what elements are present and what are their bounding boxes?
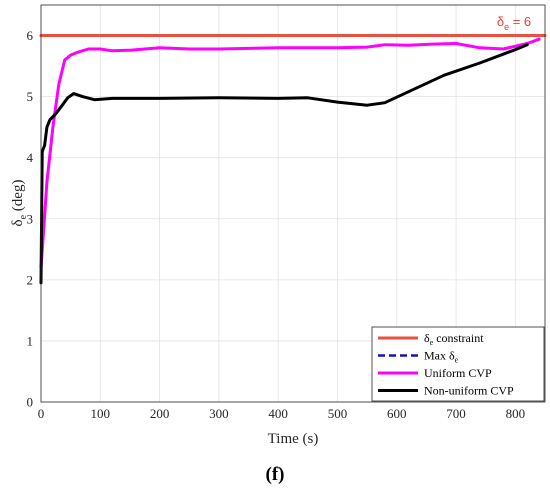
x-tick-label: 0	[38, 406, 45, 421]
legend-label-main: δ	[424, 331, 430, 345]
x-tick-label: 600	[387, 406, 407, 421]
y-tick-label: 2	[27, 272, 34, 287]
legend-label-main: Max δ	[424, 349, 455, 363]
annotation-subscript: e	[504, 22, 509, 32]
y-axis-label: δe (deg)	[10, 180, 29, 227]
x-tick-label: 200	[150, 406, 170, 421]
legend-label-main: Uniform CVP	[424, 366, 492, 380]
x-tick-label: 700	[446, 406, 466, 421]
legend-label-subscript: e	[455, 356, 459, 365]
series-line-2	[39, 37, 541, 270]
x-tick-label: 800	[506, 406, 526, 421]
legend-label-main: Non-uniform CVP	[424, 384, 514, 398]
series-layer	[39, 34, 547, 285]
grid-lines	[40, 5, 545, 403]
y-tick-label: 1	[27, 333, 34, 348]
legend-box	[371, 326, 545, 402]
x-tick-label: 400	[268, 406, 288, 421]
x-tick-label: 100	[91, 406, 111, 421]
y-tick-label: 0	[27, 395, 34, 410]
y-tick-label: 4	[27, 150, 34, 165]
legend-label-2: Uniform CVP	[424, 366, 492, 380]
y-axis-label-symbol: δ	[10, 219, 26, 226]
annotation: δe = 6	[497, 14, 531, 32]
tick-labels: 0 100 200 300 400 500 600 700 800 0 1 2 3 4 5 6	[27, 28, 526, 421]
plot-frame	[40, 4, 546, 403]
y-tick-label: 6	[27, 28, 34, 43]
legend-label-1: Max δe	[424, 349, 459, 365]
y-axis-label-subscript: e	[18, 214, 29, 219]
x-tick-label: 500	[328, 406, 348, 421]
x-tick-label: 300	[209, 406, 229, 421]
legend-label-subscript: e	[430, 338, 434, 347]
y-tick-label: 5	[27, 89, 34, 104]
legend-label-3: Non-uniform CVP	[424, 384, 514, 398]
legend-label-rest: constraint	[433, 331, 484, 345]
series-line-3	[39, 43, 529, 285]
legend-label-0: δe constraint	[424, 331, 484, 347]
panel-label: (f)	[266, 464, 285, 485]
y-tick-label: 3	[27, 211, 34, 226]
y-axis-label-units: (deg)	[10, 180, 26, 215]
annotation-value: = 6	[509, 14, 531, 29]
annotation-symbol: δ	[497, 14, 504, 29]
x-axis-label: Time (s)	[268, 431, 319, 447]
